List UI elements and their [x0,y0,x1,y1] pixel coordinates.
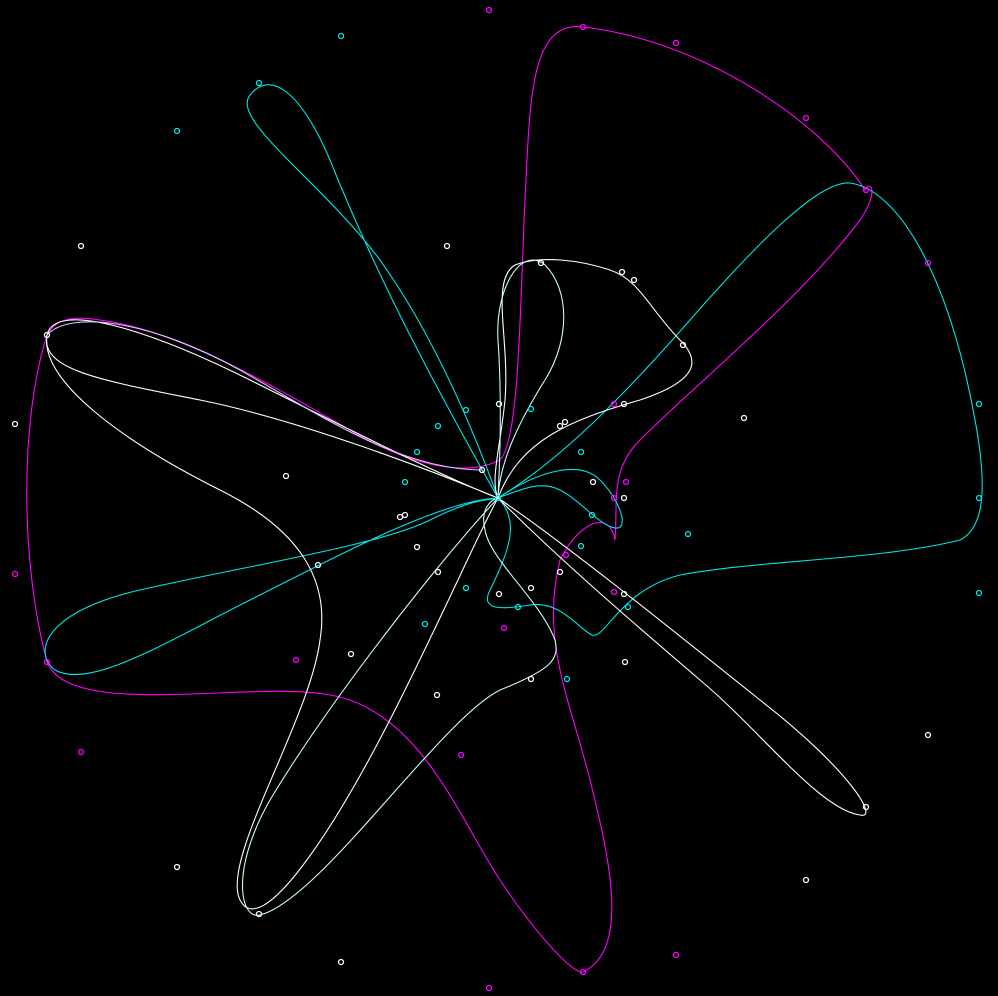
magenta-point [622,478,630,486]
magenta-point [924,259,932,267]
cyan-curve [44,84,983,676]
white-point [434,568,442,576]
white-point [478,466,486,474]
white-point [433,691,441,699]
cyan-point [462,406,470,414]
cyan-point [413,448,421,456]
magenta-point [292,656,300,664]
lavender-curve-left [46,321,483,471]
magenta-point [43,658,51,666]
cyan-point [434,422,442,430]
cyan-point [563,675,571,683]
white-point [556,568,564,576]
white-curve-group [45,259,867,916]
point-group [11,6,983,992]
white-point [173,863,181,871]
white-point [527,584,535,592]
cyan-point [401,478,409,486]
cyan-inner-loop [497,468,623,529]
white-point [527,675,535,683]
magenta-point [672,39,680,47]
cyan-point [684,530,692,538]
cyan-point [588,511,596,519]
magenta-point [610,494,618,502]
white-point [537,259,545,267]
cyan-point [527,405,535,413]
white-curve-top-loop [494,259,693,499]
magenta-point [11,570,19,578]
white-point [862,803,870,811]
cyan-point [975,400,983,408]
white-point [924,731,932,739]
magenta-point [457,751,465,759]
magenta-point [672,951,680,959]
white-point [43,331,51,339]
magenta-point [579,968,587,976]
white-point [401,511,409,519]
white-point [77,242,85,250]
cyan-point [577,448,585,456]
magenta-point [610,588,618,596]
magenta-point [485,984,493,992]
white-point [11,420,19,428]
cyan-point [255,79,263,87]
white-point [495,400,503,408]
white-point [621,658,629,666]
white-point [740,414,748,422]
cyan-point [624,603,632,611]
magenta-point [862,186,870,194]
cyan-point [421,620,429,628]
white-point [620,400,628,408]
cyan-point [173,127,181,135]
cyan-curve-group [44,84,983,676]
white-point [255,910,263,918]
white-point [337,958,345,966]
white-point [618,268,626,276]
magenta-point [610,400,618,408]
magenta-point [562,551,570,559]
magenta-point [802,114,810,122]
white-curve-bottom-loop [242,497,557,916]
white-point [679,341,687,349]
cyan-point [975,494,983,502]
magenta-point [579,23,587,31]
white-point [413,543,421,551]
white-point [620,590,628,598]
white-point [443,242,451,250]
white-point [347,650,355,658]
cyan-point [975,589,983,597]
cyan-point [577,542,585,550]
white-point [620,494,628,502]
white-point [589,478,597,486]
white-point [495,590,503,598]
cyan-point [462,584,470,592]
cyan-point [514,603,522,611]
cyan-point [337,32,345,40]
white-point [396,513,404,521]
white-point [561,418,569,426]
white-point [556,422,564,430]
white-point [630,276,638,284]
magenta-point [485,6,493,14]
white-curve-right-loop [497,497,867,816]
white-point [802,876,810,884]
magenta-point [77,748,85,756]
white-point [314,561,322,569]
cyan-point [494,494,502,502]
magenta-point [500,624,508,632]
white-curve-lower-left [46,334,499,910]
white-point [282,472,290,480]
